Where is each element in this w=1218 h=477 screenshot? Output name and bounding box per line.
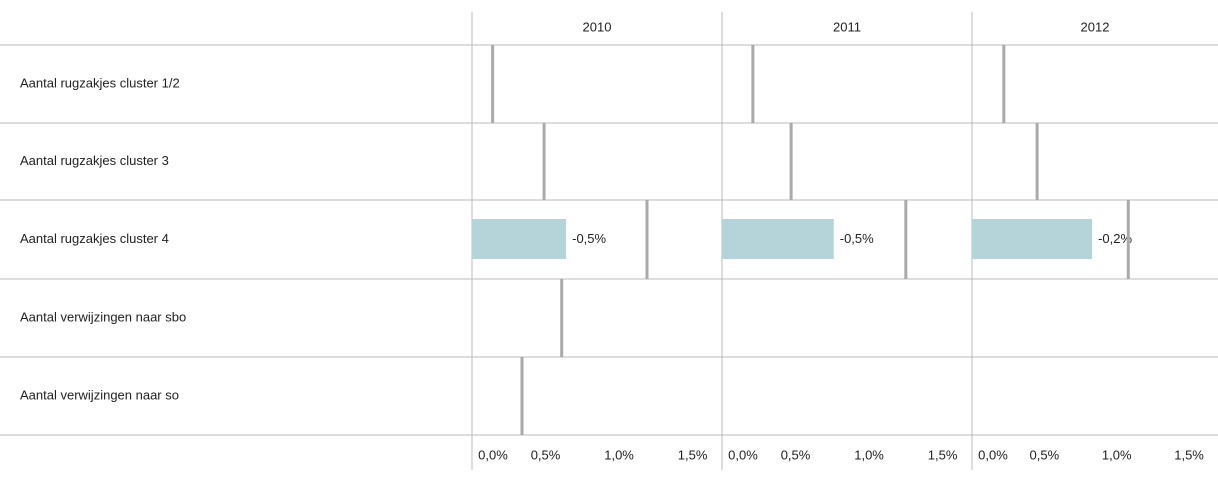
- panel-title: 2010: [583, 19, 612, 34]
- x-tick-label: 0,0%: [478, 447, 508, 462]
- bar: [472, 219, 567, 259]
- panel-title: 2011: [833, 19, 861, 34]
- row-label: Aantal rugzakjes cluster 4: [20, 231, 169, 246]
- x-tick-label: 1,0%: [604, 447, 634, 462]
- row-label: Aantal rugzakjes cluster 3: [20, 153, 169, 168]
- row-label: Aantal verwijzingen naar so: [20, 387, 179, 402]
- x-tick-label: 1,5%: [1174, 447, 1204, 462]
- x-tick-label: 1,5%: [928, 447, 958, 462]
- bar-label: -0,2%: [1098, 231, 1132, 246]
- x-tick-label: 0,5%: [1030, 447, 1060, 462]
- x-tick-label: 1,0%: [854, 447, 884, 462]
- bar: [722, 219, 834, 259]
- x-tick-label: 1,0%: [1102, 447, 1132, 462]
- x-tick-label: 0,0%: [978, 447, 1008, 462]
- x-tick-label: 0,5%: [531, 447, 561, 462]
- panel-title: 2012: [1081, 19, 1110, 34]
- bar-label: -0,5%: [572, 231, 606, 246]
- row-label: Aantal verwijzingen naar sbo: [20, 309, 186, 324]
- x-tick-label: 0,5%: [781, 447, 811, 462]
- bar-label: -0,5%: [840, 231, 874, 246]
- x-tick-label: 0,0%: [728, 447, 758, 462]
- bar: [972, 219, 1093, 259]
- x-tick-label: 1,5%: [678, 447, 708, 462]
- row-label: Aantal rugzakjes cluster 1/2: [20, 75, 180, 90]
